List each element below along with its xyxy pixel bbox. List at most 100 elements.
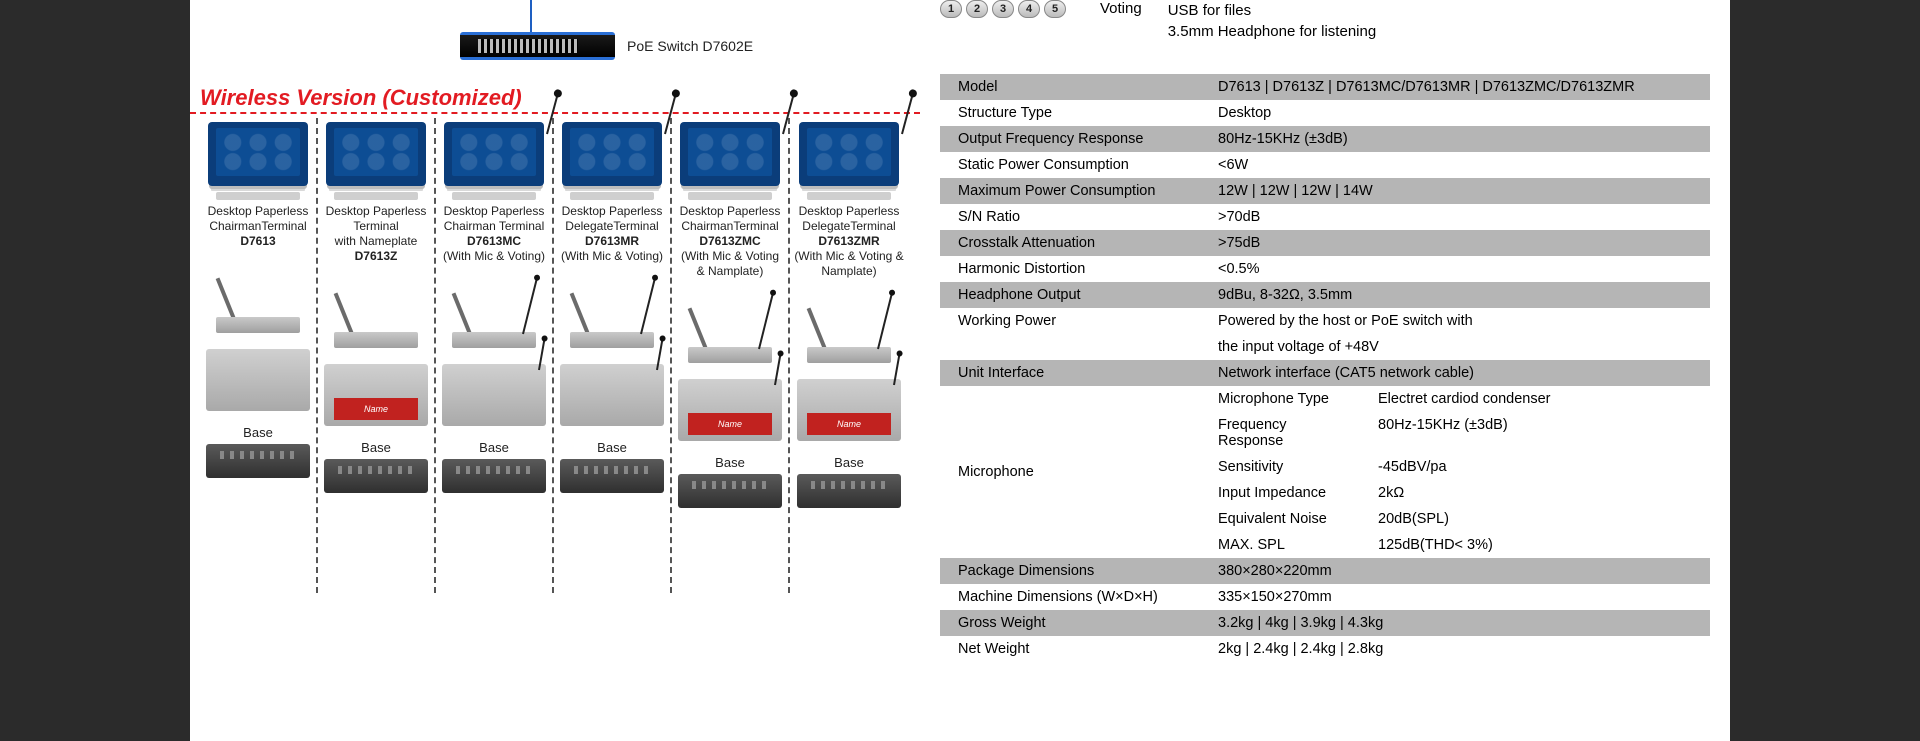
base-label: Base bbox=[243, 425, 273, 440]
spec-key: Crosstalk Attenuation bbox=[940, 230, 1200, 256]
voting-button-5: 5 bbox=[1044, 0, 1066, 18]
spec-row: Output Frequency Response80Hz-15KHz (±3d… bbox=[940, 126, 1710, 152]
product-caption: Desktop PaperlessChairmanTerminalD7613ZM… bbox=[676, 204, 784, 279]
spec-key: Machine Dimensions (W×D×H) bbox=[940, 584, 1200, 610]
spec-subvalue: 125dB(THD< 3%) bbox=[1360, 532, 1710, 558]
spec-value: 335×150×270mm bbox=[1200, 584, 1710, 610]
spec-subkey: Equivalent Noise bbox=[1200, 506, 1360, 532]
spec-subvalue: Electret cardiod condenser bbox=[1360, 386, 1710, 412]
spec-row: ModelD7613 | D7613Z | D7613MC/D7613MR | … bbox=[940, 74, 1710, 100]
spec-row: Static Power Consumption<6W bbox=[940, 152, 1710, 178]
spec-value: 9dBu, 8-32Ω, 3.5mm bbox=[1200, 282, 1710, 308]
spec-value: >75dB bbox=[1200, 230, 1710, 256]
poe-switch-row: PoE Switch D7602E bbox=[460, 32, 753, 60]
tablet-side-image bbox=[326, 278, 426, 348]
voting-button-3: 3 bbox=[992, 0, 1014, 18]
base-unit-image bbox=[442, 459, 546, 493]
spec-value: >70dB bbox=[1200, 204, 1710, 230]
usb-info: USB for files 3.5mm Headphone for listen… bbox=[1168, 0, 1376, 42]
spec-subrow: Microphone TypeElectret cardiod condense… bbox=[1200, 386, 1710, 412]
spec-value: 12W | 12W | 12W | 14W bbox=[1200, 178, 1710, 204]
spec-key: Model bbox=[940, 74, 1200, 100]
spec-value: the input voltage of +48V bbox=[1200, 334, 1710, 360]
spec-subrow: Frequency Response80Hz-15KHz (±3dB) bbox=[1200, 412, 1710, 454]
spec-row: Machine Dimensions (W×D×H)335×150×270mm bbox=[940, 584, 1710, 610]
voting-label: Voting bbox=[1100, 0, 1142, 17]
spec-key: Harmonic Distortion bbox=[940, 256, 1200, 282]
spec-value: Network interface (CAT5 network cable) bbox=[1200, 360, 1710, 386]
product-caption: Desktop PaperlessChairman TerminalD7613M… bbox=[443, 204, 545, 264]
product-col-D7613MR: Desktop PaperlessDelegateTerminalD7613MR… bbox=[554, 118, 672, 593]
base-label: Base bbox=[361, 440, 391, 455]
base-unit-image bbox=[678, 474, 782, 508]
nameplate-label: Name bbox=[807, 413, 891, 435]
spec-subkey: Sensitivity bbox=[1200, 454, 1360, 480]
right-panel: 12345 Voting USB for files 3.5mm Headpho… bbox=[920, 0, 1730, 741]
spec-key: Output Frequency Response bbox=[940, 126, 1200, 152]
tablet-front-image bbox=[444, 122, 544, 186]
spec-subkey: MAX. SPL bbox=[1200, 532, 1360, 558]
tablet-side-image bbox=[562, 278, 662, 348]
spec-row: Headphone Output9dBu, 8-32Ω, 3.5mm bbox=[940, 282, 1710, 308]
poe-switch-image bbox=[460, 32, 615, 60]
spec-key: Package Dimensions bbox=[940, 558, 1200, 584]
spec-row: S/N Ratio>70dB bbox=[940, 204, 1710, 230]
spec-value: 380×280×220mm bbox=[1200, 558, 1710, 584]
left-panel: PoE Switch D7602E Wireless Version (Cust… bbox=[190, 0, 920, 741]
tablet-back-image bbox=[206, 349, 310, 411]
spec-subkey: Microphone Type bbox=[1200, 386, 1360, 412]
voting-button-4: 4 bbox=[1018, 0, 1040, 18]
spec-key: Net Weight bbox=[940, 636, 1200, 662]
tablet-front-image bbox=[208, 122, 308, 186]
spec-row: Structure TypeDesktop bbox=[940, 100, 1710, 126]
product-grid: Desktop PaperlessChairmanTerminalD7613 Ba… bbox=[200, 118, 908, 593]
product-caption: Desktop PaperlessTerminalwith NameplateD… bbox=[326, 204, 427, 264]
product-sheet: PoE Switch D7602E Wireless Version (Cust… bbox=[190, 0, 1730, 741]
base-unit-image bbox=[324, 459, 428, 493]
tablet-back-image: Name bbox=[678, 379, 782, 441]
spec-subvalue: -45dBV/pa bbox=[1360, 454, 1710, 480]
spec-value: Desktop bbox=[1200, 100, 1710, 126]
spec-subvalue: 2kΩ bbox=[1360, 480, 1710, 506]
spec-row: Working PowerPowered by the host or PoE … bbox=[940, 308, 1710, 334]
spec-key: Gross Weight bbox=[940, 610, 1200, 636]
spec-value: <6W bbox=[1200, 152, 1710, 178]
base-label: Base bbox=[834, 455, 864, 470]
tablet-front-image bbox=[799, 122, 899, 186]
wireless-version-title: Wireless Version (Customized) bbox=[200, 85, 522, 111]
spec-value: 2kg | 2.4kg | 2.4kg | 2.8kg bbox=[1200, 636, 1710, 662]
tablet-back-image: Name bbox=[324, 364, 428, 426]
usb-line-1: USB for files bbox=[1168, 0, 1376, 21]
spec-key: S/N Ratio bbox=[940, 204, 1200, 230]
spec-key: Static Power Consumption bbox=[940, 152, 1200, 178]
spec-subrow: Equivalent Noise20dB(SPL) bbox=[1200, 506, 1710, 532]
spec-subrow: Input Impedance2kΩ bbox=[1200, 480, 1710, 506]
red-dashed-divider bbox=[190, 112, 920, 114]
poe-switch-label: PoE Switch D7602E bbox=[627, 38, 753, 54]
spec-subkey: Input Impedance bbox=[1200, 480, 1360, 506]
spec-key: Headphone Output bbox=[940, 282, 1200, 308]
base-label: Base bbox=[479, 440, 509, 455]
tablet-back-image: Name bbox=[797, 379, 901, 441]
spec-value: 3.2kg | 4kg | 3.9kg | 4.3kg bbox=[1200, 610, 1710, 636]
spec-key: Microphone bbox=[940, 386, 1200, 558]
product-caption: Desktop PaperlessChairmanTerminalD7613 bbox=[208, 204, 309, 249]
spec-key: Unit Interface bbox=[940, 360, 1200, 386]
spec-key: Working Power bbox=[940, 308, 1200, 334]
tablet-side-image bbox=[680, 293, 780, 363]
spec-subvalue: 20dB(SPL) bbox=[1360, 506, 1710, 532]
spec-key: Structure Type bbox=[940, 100, 1200, 126]
spec-row: Net Weight2kg | 2.4kg | 2.4kg | 2.8kg bbox=[940, 636, 1710, 662]
tablet-side-image bbox=[444, 278, 544, 348]
spec-row: the input voltage of +48V bbox=[940, 334, 1710, 360]
nameplate-label: Name bbox=[334, 398, 418, 420]
spec-row: Package Dimensions380×280×220mm bbox=[940, 558, 1710, 584]
tablet-front-image bbox=[326, 122, 426, 186]
voting-buttons: 12345 bbox=[940, 0, 1066, 18]
spec-key: Maximum Power Consumption bbox=[940, 178, 1200, 204]
tablet-side-image bbox=[208, 263, 308, 333]
top-info-row: 12345 Voting USB for files 3.5mm Headpho… bbox=[940, 0, 1710, 42]
base-unit-image bbox=[206, 444, 310, 478]
product-caption: Desktop PaperlessDelegateTerminalD7613MR… bbox=[561, 204, 663, 264]
product-col-D7613MC: Desktop PaperlessChairman TerminalD7613M… bbox=[436, 118, 554, 593]
